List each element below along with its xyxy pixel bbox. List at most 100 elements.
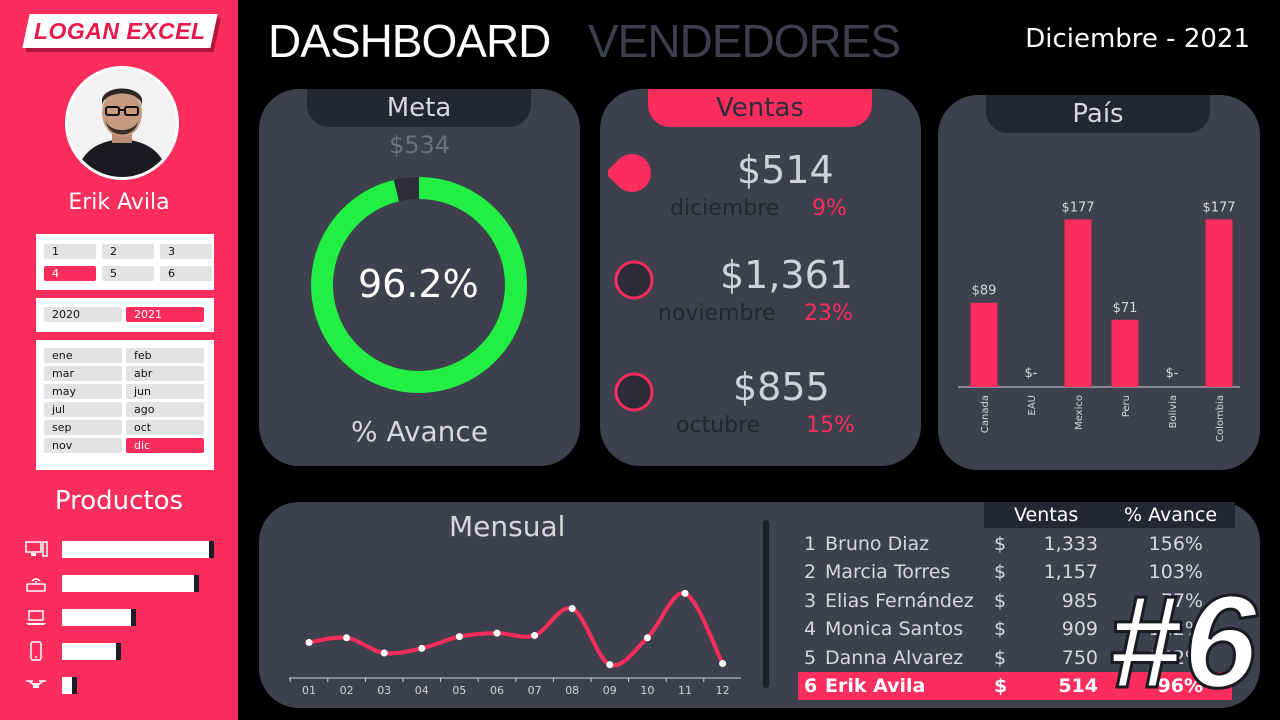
year-option-2020[interactable]: 2020	[44, 307, 122, 322]
month-option-ene[interactable]: ene	[44, 348, 122, 363]
x-tick-label: 01	[302, 684, 316, 697]
product-row	[22, 640, 232, 662]
data-point	[305, 638, 313, 646]
product-bar	[62, 677, 78, 694]
x-tick-label: 05	[452, 684, 466, 697]
product-bar	[62, 643, 122, 660]
cell-sales: 985	[1061, 589, 1098, 612]
ventas-amount: $1,361	[720, 253, 853, 297]
ventas-month: octubre	[676, 413, 761, 438]
cell-rank: 1	[804, 533, 817, 555]
month-option-ago[interactable]: ago	[126, 402, 204, 417]
x-tick-label: 11	[678, 684, 692, 697]
user-photo	[68, 69, 176, 177]
table-row: 1 Bruno Diaz $1,333 156%	[798, 530, 1232, 558]
cell-sales: 1,157	[1043, 561, 1098, 584]
pais-chart: $89 Canada $- EAU $177 Mexico $71 Peru $- Bolivia…	[958, 200, 1240, 442]
cell-progress: 103%	[1148, 561, 1203, 584]
product-row	[22, 572, 232, 594]
cell-name: Monica Santos	[825, 618, 964, 641]
position-badge: #6	[1107, 568, 1259, 715]
cell-sales: 514	[1058, 675, 1098, 697]
cell-name: Bruno Diaz	[825, 533, 930, 555]
seller-option-3[interactable]: 3	[160, 244, 212, 259]
data-point	[606, 661, 614, 669]
ventas-month: noviembre	[658, 301, 776, 326]
period-label: Diciembre - 2021	[1025, 24, 1250, 54]
month-option-dic[interactable]: dic	[126, 438, 204, 453]
ranking-header: Ventas % Avance	[984, 502, 1235, 528]
data-point	[568, 605, 576, 613]
active-drop-icon	[608, 154, 651, 192]
cell-progress: 77%	[1160, 589, 1203, 612]
category-label: Bolivia	[1168, 395, 1179, 428]
ventas-percent: 9%	[812, 196, 847, 221]
cell-sales: 750	[1061, 646, 1098, 669]
header-progress: % Avance	[1124, 504, 1218, 526]
seller-option-1[interactable]: 1	[44, 244, 96, 259]
bar-value-label: $-	[1025, 366, 1038, 381]
cell-name: Erik Avila	[825, 675, 926, 697]
cell-name: Danna Alvarez	[825, 646, 964, 669]
seller-option-6[interactable]: 6	[160, 266, 212, 281]
phone-icon	[30, 641, 42, 661]
ventas-percent: 23%	[804, 301, 853, 326]
seller-option-5[interactable]: 5	[102, 266, 154, 281]
x-tick-label: 07	[528, 684, 542, 697]
mensual-chart: 01 02 03 04 05 06 07 08 09 10 11 12	[289, 589, 741, 697]
ventas-amount: $514	[737, 148, 834, 192]
seller-option-2[interactable]: 2	[102, 244, 154, 259]
products-title: Productos	[54, 486, 184, 516]
laptop-icon	[26, 610, 46, 625]
year-slicer: 2020 2021	[36, 298, 214, 332]
bar-canada	[970, 302, 998, 387]
data-point	[719, 660, 727, 668]
product-row	[22, 538, 232, 560]
cell-rank: 4	[804, 618, 817, 641]
tab-pais: País	[986, 95, 1210, 133]
data-point	[380, 649, 388, 657]
cell-currency: $	[994, 646, 1007, 669]
meta-percent: 96.2%	[358, 262, 479, 306]
month-option-mar[interactable]: mar	[44, 366, 122, 381]
cell-currency: $	[994, 589, 1007, 612]
month-option-oct[interactable]: oct	[126, 420, 204, 435]
cell-progress: 112%	[1148, 618, 1203, 641]
seller-option-4[interactable]: 4	[44, 266, 96, 281]
month-option-may[interactable]: may	[44, 384, 122, 399]
month-option-nov[interactable]: nov	[44, 438, 122, 453]
meta-target: $534	[388, 131, 451, 159]
month-option-jul[interactable]: jul	[44, 402, 122, 417]
x-tick-label: 02	[340, 684, 354, 697]
product-row	[22, 606, 232, 628]
cell-rank: 2	[804, 561, 817, 584]
pais-card: País $89 Canada $- EAU $177 Mexico $71 Peru $- Bo…	[938, 95, 1260, 470]
month-option-feb[interactable]: feb	[126, 348, 204, 363]
data-point	[455, 633, 463, 641]
avatar	[65, 66, 179, 180]
page-subtitle: VENDEDORES	[588, 15, 901, 67]
cell-sales: 909	[1061, 618, 1098, 641]
cell-currency: $	[994, 675, 1008, 697]
ventas-card: Ventas $514 diciembre 9% $1,361 noviembre 23%…	[600, 89, 921, 466]
desktop-icon	[25, 541, 48, 557]
product-row	[22, 674, 232, 696]
tab-ventas: Ventas	[648, 89, 872, 127]
table-row: 3 Elias Fernández $985 77%	[798, 587, 1232, 615]
month-option-jun[interactable]: jun	[126, 384, 204, 399]
month-option-sep[interactable]: sep	[44, 420, 122, 435]
cell-name: Elias Fernández	[825, 589, 974, 612]
category-label: Colombia	[1215, 395, 1226, 442]
month-slicer: ene feb mar abr may jun jul ago sep oct nov dic	[36, 340, 214, 470]
cell-progress: 142%	[1148, 646, 1203, 669]
page-title: DASHBOARD	[268, 15, 551, 67]
month-option-abr[interactable]: abr	[126, 366, 204, 381]
tab-meta: Meta	[307, 89, 531, 127]
cell-rank: 5	[804, 646, 817, 669]
x-tick-label: 04	[415, 684, 429, 697]
user-name: Erik Avila	[68, 190, 170, 215]
bar-value-label: $-	[1166, 366, 1179, 381]
year-option-2021[interactable]: 2021	[126, 307, 204, 322]
